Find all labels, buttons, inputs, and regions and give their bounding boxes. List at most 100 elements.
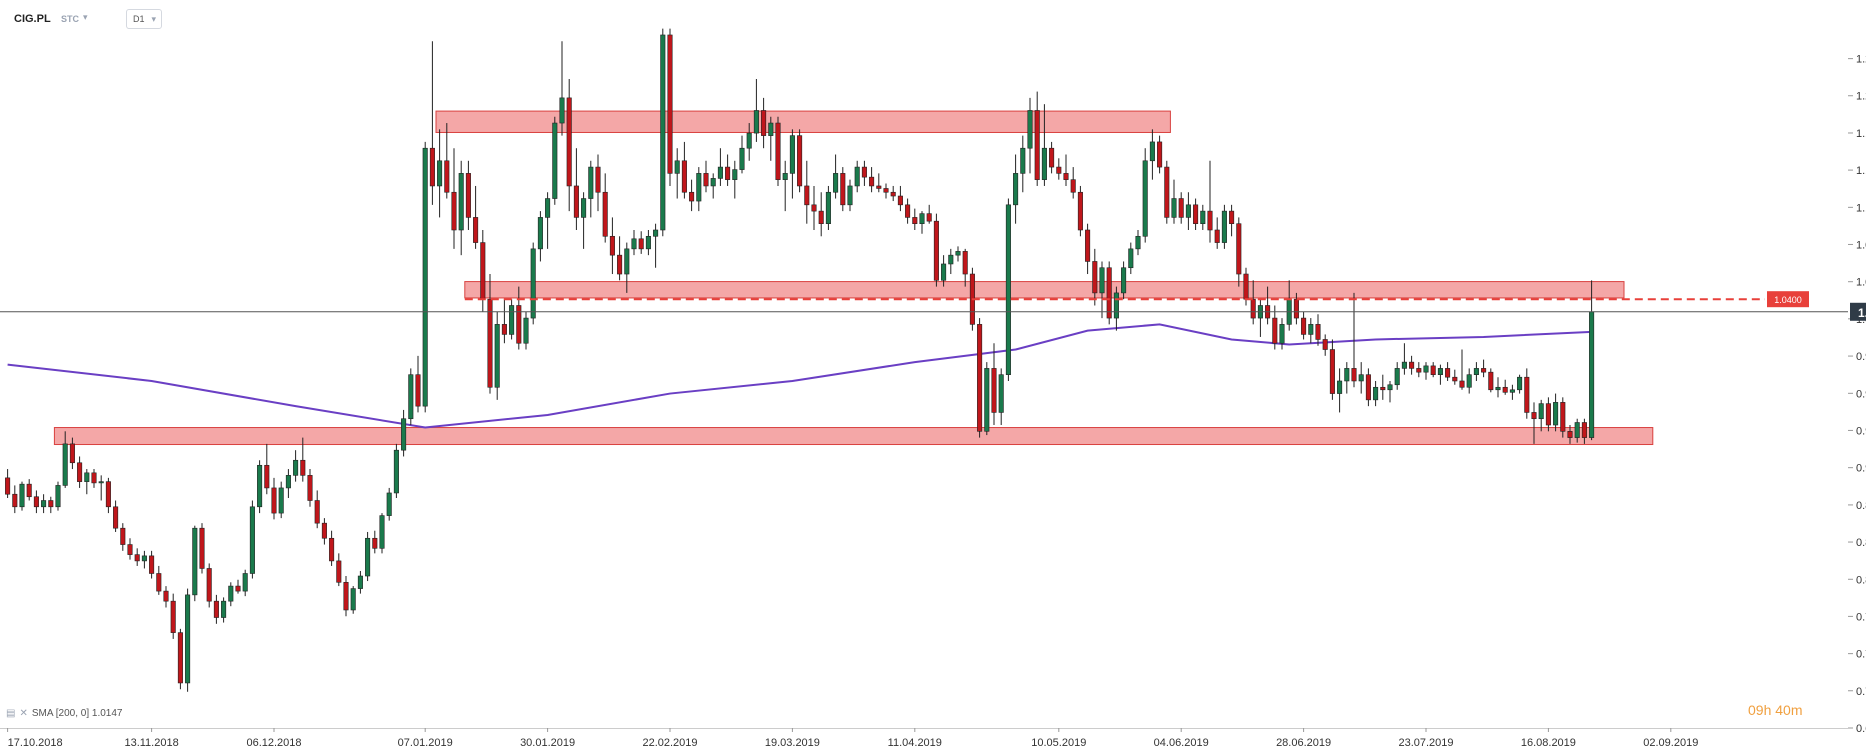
- candle-body: [1517, 376, 1523, 391]
- candle-body: [833, 173, 839, 193]
- candle-body: [401, 418, 407, 451]
- candle-body: [1452, 376, 1458, 382]
- candle-body: [984, 368, 990, 432]
- candle-body: [1380, 386, 1386, 391]
- candle-body: [1221, 210, 1227, 243]
- symbol-label[interactable]: CIG.PL: [14, 13, 51, 25]
- candle-body: [818, 210, 824, 225]
- candle-body: [192, 527, 198, 596]
- candle-body: [1308, 324, 1314, 335]
- alert-level-tag: [1767, 291, 1809, 308]
- template-selector[interactable]: STC: [61, 14, 79, 24]
- candle-body: [933, 220, 939, 281]
- candle-body: [48, 500, 54, 508]
- candle-body: [1164, 166, 1170, 218]
- candle-body: [1301, 317, 1307, 335]
- candle-body: [1531, 412, 1537, 420]
- candle-body: [1502, 386, 1508, 393]
- candle-body: [105, 481, 111, 508]
- candle-body: [509, 305, 515, 335]
- candle-body: [998, 374, 1004, 413]
- candle-body: [1545, 403, 1551, 426]
- candle-body: [674, 160, 680, 174]
- candle-body: [789, 135, 795, 174]
- timeframe-selector[interactable]: D1 ▾: [126, 9, 162, 29]
- candle-body: [897, 195, 903, 206]
- candle-body: [696, 173, 702, 202]
- candle-body: [588, 166, 594, 199]
- x-tick-label: 02.09.2019: [1643, 737, 1698, 749]
- candle-body: [1365, 374, 1371, 401]
- candle-body: [120, 527, 126, 545]
- candle-body: [1106, 267, 1112, 319]
- chart-icon[interactable]: ▤: [6, 708, 16, 719]
- candle-body: [581, 198, 587, 218]
- candle-body: [206, 568, 212, 602]
- candle-body: [753, 110, 759, 134]
- candle-body: [631, 238, 637, 250]
- candle-body: [667, 34, 673, 174]
- close-icon[interactable]: ✕: [19, 708, 28, 719]
- candle-body: [257, 464, 263, 508]
- candle-body: [386, 492, 392, 516]
- candle-body: [962, 251, 968, 275]
- candle-body: [516, 305, 522, 344]
- candle-body: [624, 248, 630, 275]
- candle-body: [919, 213, 925, 225]
- candle-body: [321, 522, 327, 539]
- candle-body: [926, 213, 932, 222]
- candle-body: [941, 263, 947, 281]
- candle-body: [746, 132, 752, 149]
- candle-body: [1142, 160, 1148, 237]
- chevron-down-icon[interactable]: ▾: [83, 12, 88, 22]
- candle-body: [1135, 235, 1141, 250]
- candle-body: [1250, 298, 1256, 319]
- candle-body: [444, 160, 450, 193]
- candle-body: [1214, 229, 1220, 243]
- candle-body: [55, 485, 61, 508]
- candle-body: [307, 475, 313, 501]
- candle-body: [768, 122, 774, 136]
- candle-body: [545, 198, 551, 218]
- candle-body: [1013, 173, 1019, 206]
- candle-body: [1041, 147, 1047, 180]
- candle-body: [1099, 267, 1105, 294]
- candle-body: [1394, 368, 1400, 386]
- candle-body: [876, 185, 882, 189]
- x-tick-label: 11.04.2019: [888, 737, 942, 749]
- last-price-label: 1.0300: [1858, 306, 1866, 320]
- candle-body: [494, 324, 500, 388]
- candle-body: [732, 169, 738, 180]
- candle-body: [1077, 191, 1083, 231]
- candle-body: [91, 472, 97, 484]
- candle-body: [1049, 147, 1055, 168]
- candle-body: [1178, 198, 1184, 218]
- candle-body: [840, 173, 846, 206]
- candle-body: [314, 500, 320, 524]
- candle-body: [134, 554, 140, 562]
- candle-body: [242, 573, 248, 592]
- candle-body: [1488, 371, 1494, 391]
- candle-body: [782, 173, 788, 180]
- candle-body: [393, 449, 399, 494]
- candle-body: [264, 464, 270, 489]
- candle-body: [437, 160, 443, 187]
- candle-body: [1092, 261, 1098, 294]
- candle-body: [861, 166, 867, 178]
- candle-body: [573, 185, 579, 218]
- y-tick-label: 1.0539: [1856, 277, 1866, 289]
- x-tick-label: 28.06.2019: [1276, 737, 1331, 749]
- x-tick-label: 23.07.2019: [1398, 737, 1453, 749]
- candle-body: [451, 191, 457, 231]
- price-levels: 1.0400: [0, 291, 1848, 313]
- candle-body: [703, 173, 709, 187]
- candle-body: [141, 555, 147, 562]
- y-tick-label: 1.1721: [1856, 128, 1866, 140]
- resistance-zone-2: [53, 427, 1654, 446]
- candle-body: [365, 537, 371, 577]
- candle-body: [1560, 402, 1566, 432]
- candle-body: [1243, 273, 1249, 300]
- candle-body: [199, 527, 205, 569]
- x-tick-label: 17.10.2018: [8, 737, 63, 749]
